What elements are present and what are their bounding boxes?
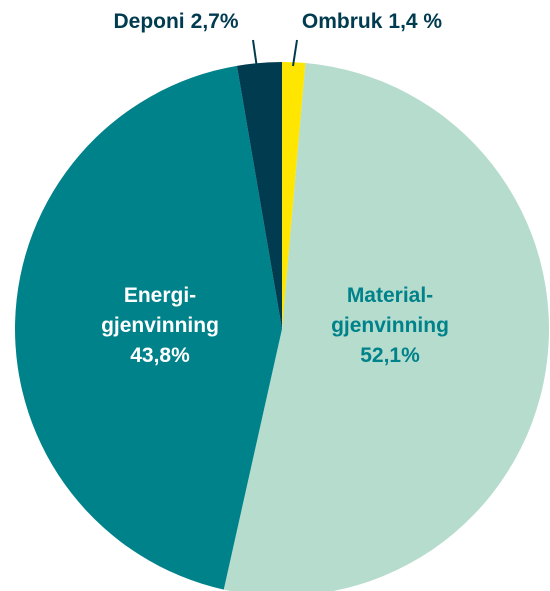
slice-label: Ombruk 1,4 % (302, 10, 443, 33)
value-label: 1,4 % (388, 10, 442, 33)
category-label: Deponi (113, 10, 184, 33)
value-label: 52,1% (360, 344, 420, 367)
value-label: 2,7% (191, 10, 239, 33)
pie-slice (282, 62, 306, 329)
leader-line (292, 39, 298, 67)
category-label: gjenvinning (101, 314, 219, 337)
category-label: gjenvinning (331, 314, 449, 337)
category-label: Ombruk (302, 10, 383, 33)
slice-label: Material-gjenvinning 52,1% (331, 284, 449, 367)
value-label: 43,8% (130, 344, 190, 367)
slice-label: Deponi 2,7% (113, 10, 238, 33)
leader-line (252, 39, 258, 69)
slice-label: Energi-gjenvinning 43,8% (101, 284, 219, 367)
pie-slice (223, 63, 549, 591)
pie-slice (14, 65, 283, 590)
category-label: Energi- (124, 284, 196, 307)
category-label: Material- (347, 284, 433, 307)
pie-slice (236, 62, 282, 329)
